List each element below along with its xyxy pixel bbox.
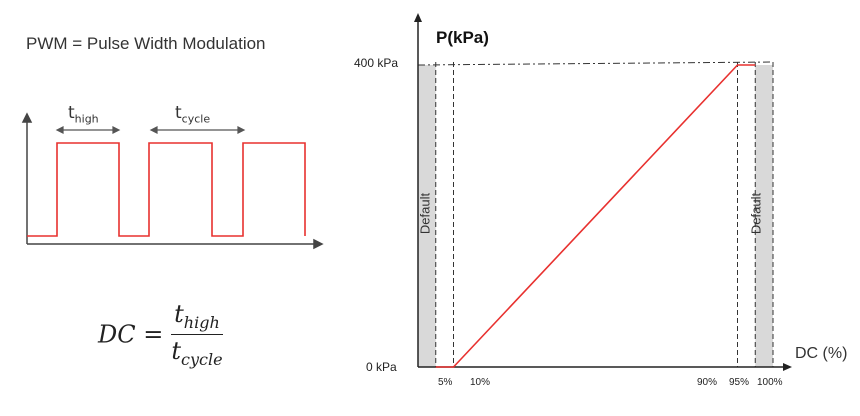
default-region-label-right: Default [748,192,764,235]
x-tick-label: 5% [438,377,453,388]
waveform-axes [21,112,324,250]
y-axis-arrow [414,13,422,22]
max-pressure-line [417,61,774,66]
pwm-signal [27,142,306,237]
default-region [418,65,436,367]
t-cycle-arrow [149,126,246,134]
y-tick-label: 400 kPa [354,56,399,70]
x-axis-arrow [783,363,792,371]
t-high-arrow [55,126,121,134]
x-tick-label: 90% [697,377,718,388]
t-cycle-label: tcycle [175,103,211,126]
page-title: PWM = Pulse Width Modulation [26,34,266,53]
pressure-series-line [435,64,756,368]
y-axis-title: P(kPa) [436,28,489,47]
default-region [755,65,773,367]
x-tick-label: 95% [729,377,750,388]
pwm-waveform-diagram [21,112,324,250]
default-region-label-left: Default [417,192,433,235]
t-high-label: thigh [68,103,99,126]
duty-cycle-formula: DC = thigh tcycle [98,300,223,369]
x-tick-label: 100% [757,377,783,388]
y-tick-label: 0 kPa [366,360,397,374]
x-axis-title: DC (%) [795,345,848,362]
x-tick-label: 10% [470,377,491,388]
